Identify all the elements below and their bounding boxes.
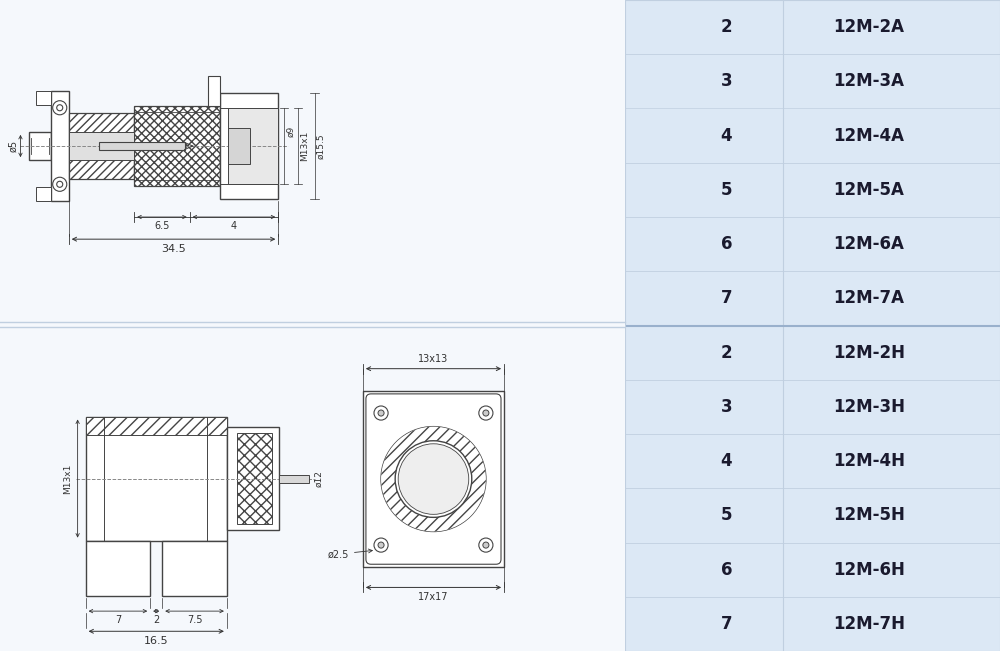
Text: 6.5: 6.5 [154, 221, 170, 231]
Text: 12M-3H: 12M-3H [833, 398, 905, 416]
Bar [279, 475, 309, 482]
Circle shape [381, 426, 486, 531]
Text: 12M-4A: 12M-4A [833, 127, 904, 145]
Text: 2: 2 [720, 18, 732, 36]
Bar [86, 417, 227, 540]
Text: M13x1: M13x1 [63, 464, 72, 493]
Bar [363, 391, 504, 567]
Bar [99, 143, 185, 150]
Text: M13x1: M13x1 [300, 131, 309, 161]
Bar [69, 132, 134, 160]
Bar [625, 163, 1000, 217]
Circle shape [479, 406, 493, 420]
Circle shape [53, 177, 67, 191]
Text: 12M-6H: 12M-6H [833, 561, 905, 579]
Bar [36, 90, 51, 105]
Text: 5: 5 [720, 506, 732, 524]
Circle shape [381, 426, 486, 531]
Text: 12M-2H: 12M-2H [833, 344, 905, 361]
Circle shape [483, 410, 489, 416]
Bar [625, 542, 1000, 597]
Text: 12M-6A: 12M-6A [833, 235, 904, 253]
Text: 7: 7 [115, 615, 121, 625]
Bar [227, 427, 279, 530]
Bar [625, 217, 1000, 271]
Text: 4: 4 [720, 452, 732, 470]
Bar [625, 597, 1000, 651]
FancyBboxPatch shape [366, 394, 501, 564]
Bar [36, 187, 51, 201]
Text: ø15.5: ø15.5 [317, 133, 326, 159]
Circle shape [483, 542, 489, 548]
Text: 12M-7A: 12M-7A [833, 290, 904, 307]
Bar [625, 0, 1000, 54]
Circle shape [57, 105, 63, 111]
Text: 12M-5H: 12M-5H [833, 506, 905, 524]
Circle shape [378, 542, 384, 548]
Text: 4: 4 [720, 127, 732, 145]
Text: 7.5: 7.5 [187, 615, 202, 625]
Circle shape [53, 101, 67, 115]
Bar [134, 105, 220, 186]
Text: 12M-3A: 12M-3A [833, 72, 904, 90]
Text: 7: 7 [720, 290, 732, 307]
Text: ø9: ø9 [286, 125, 295, 137]
Bar [208, 76, 220, 105]
Text: 13x13: 13x13 [418, 353, 449, 364]
Text: 3: 3 [720, 72, 732, 90]
Bar [237, 433, 272, 524]
Circle shape [378, 410, 384, 416]
Text: ø2.5: ø2.5 [328, 549, 372, 559]
Bar [625, 109, 1000, 163]
Circle shape [374, 538, 388, 552]
Bar [625, 380, 1000, 434]
Text: 4: 4 [231, 221, 237, 231]
Bar [625, 326, 1000, 380]
Text: 12M-2A: 12M-2A [833, 18, 904, 36]
Bar [625, 271, 1000, 326]
Text: 34.5: 34.5 [161, 244, 186, 254]
Text: 12M-5A: 12M-5A [833, 181, 904, 199]
Text: 7: 7 [720, 615, 732, 633]
Bar [228, 128, 250, 163]
Circle shape [398, 444, 469, 514]
Text: 17x17: 17x17 [418, 592, 449, 602]
Bar [625, 54, 1000, 109]
Bar [625, 488, 1000, 542]
Bar [29, 132, 51, 160]
Text: 2: 2 [153, 615, 159, 625]
Text: 2: 2 [720, 344, 732, 361]
Text: 3: 3 [720, 398, 732, 416]
Bar [51, 90, 69, 201]
Circle shape [374, 406, 388, 420]
Bar [228, 108, 278, 184]
Bar [625, 434, 1000, 488]
Circle shape [57, 181, 63, 187]
Bar [220, 93, 278, 199]
Text: 5: 5 [720, 181, 732, 199]
Text: 12M-7H: 12M-7H [833, 615, 905, 633]
Text: ø12: ø12 [315, 470, 324, 487]
Bar [86, 540, 150, 596]
Text: 12M-4H: 12M-4H [833, 452, 905, 470]
Text: 6: 6 [720, 561, 732, 579]
Bar [162, 540, 227, 596]
Bar [86, 417, 227, 435]
Circle shape [395, 441, 472, 518]
Bar [69, 113, 134, 179]
Text: ø5: ø5 [8, 140, 18, 152]
Circle shape [479, 538, 493, 552]
Text: 16.5: 16.5 [144, 636, 169, 646]
Text: 6: 6 [720, 235, 732, 253]
